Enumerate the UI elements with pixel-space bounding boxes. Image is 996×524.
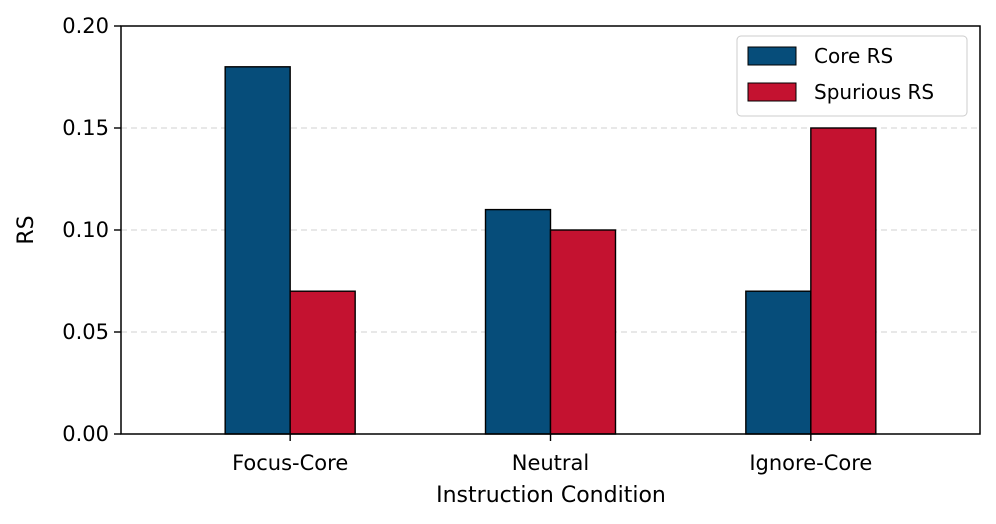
bar-spurious-rs xyxy=(289,290,356,435)
legend: Core RS Spurious RS xyxy=(736,35,968,117)
legend-label-core-rs: Core RS xyxy=(814,44,893,68)
bars xyxy=(224,66,877,435)
y-tick-label: 0.20 xyxy=(62,14,109,38)
x-axis: Focus-Core Neutral Ignore-Core xyxy=(232,434,872,475)
legend-swatch-core-rs xyxy=(747,46,797,66)
y-tick-label: 0.15 xyxy=(62,116,109,140)
y-tick-label: 0.10 xyxy=(62,218,109,242)
bar-spurious-rs xyxy=(810,127,877,435)
y-tick-label: 0.00 xyxy=(62,422,109,446)
y-axis: 0.00 0.05 0.10 0.15 0.20 xyxy=(62,14,121,446)
legend-swatch-spurious-rs xyxy=(747,82,797,102)
bar-core-rs xyxy=(484,208,552,435)
bar-core-rs xyxy=(745,290,812,435)
bar-core-rs xyxy=(224,66,291,435)
legend-label-spurious-rs: Spurious RS xyxy=(814,80,934,104)
x-tick-label: Ignore-Core xyxy=(749,451,872,475)
y-tick-label: 0.05 xyxy=(62,320,109,344)
x-tick-label: Neutral xyxy=(512,451,590,475)
y-axis-label: RS xyxy=(14,215,39,244)
bar-spurious-rs xyxy=(549,229,617,435)
x-tick-label: Focus-Core xyxy=(232,451,348,475)
x-axis-label: Instruction Condition xyxy=(436,483,666,508)
